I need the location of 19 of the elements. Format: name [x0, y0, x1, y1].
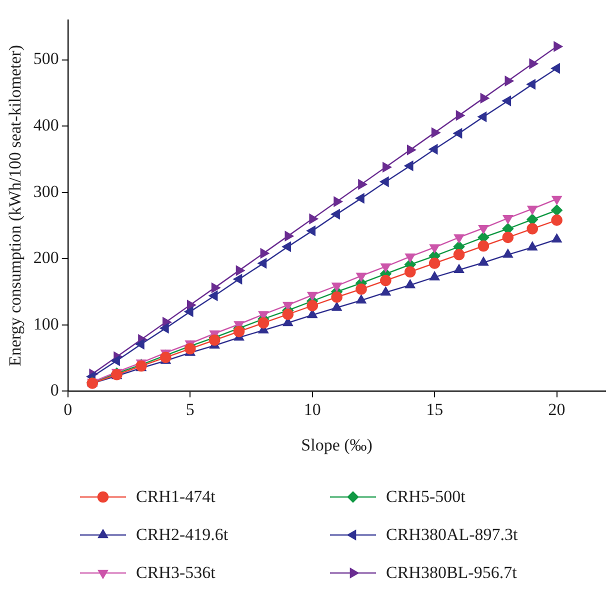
- y-tick-label: 200: [33, 248, 59, 268]
- legend-label: CRH380BL-956.7t: [386, 563, 517, 583]
- x-tick-label: 0: [64, 400, 72, 419]
- x-tick-label: 10: [304, 400, 321, 419]
- legend-label: CRH3-536t: [136, 563, 216, 583]
- legend-label: CRH5-500t: [386, 487, 466, 507]
- y-tick-label: 500: [33, 49, 59, 68]
- y-tick-label: 100: [33, 314, 59, 334]
- y-tick-label: 300: [33, 182, 59, 201]
- y-tick-label: 400: [33, 116, 59, 135]
- x-tick-label: 5: [186, 400, 194, 419]
- y-tick-label: 0: [50, 380, 59, 400]
- x-tick-label: 20: [548, 400, 566, 419]
- x-axis-title: Slope (‰): [301, 435, 372, 454]
- x-tick-label: 15: [426, 400, 444, 419]
- legend-label: CRH1-474t: [136, 487, 216, 507]
- legend-label: CRH2-419.6t: [136, 525, 228, 545]
- y-axis-title: Energy consumption (kWh/100 seat-kilometer): [6, 45, 25, 366]
- legend-label: CRH380AL-897.3t: [386, 525, 518, 545]
